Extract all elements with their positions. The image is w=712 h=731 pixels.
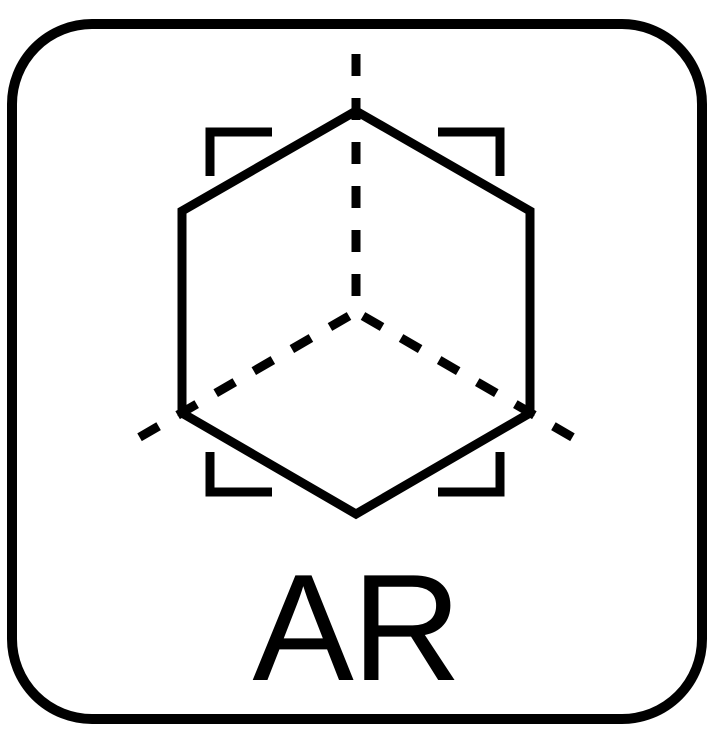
bracket-bottom-right (438, 452, 505, 497)
scan-brackets-icon (205, 127, 505, 497)
bracket-bottom-left (205, 452, 272, 497)
cube-axes-icon (130, 54, 582, 445)
ar-label: AR (252, 543, 461, 713)
bracket-top-right (438, 127, 505, 176)
bracket-top-left (205, 127, 272, 176)
icon-border (7, 19, 707, 724)
cube-hexagon-icon (177, 105, 535, 520)
axis-left (130, 312, 352, 445)
axis-right (360, 312, 582, 445)
